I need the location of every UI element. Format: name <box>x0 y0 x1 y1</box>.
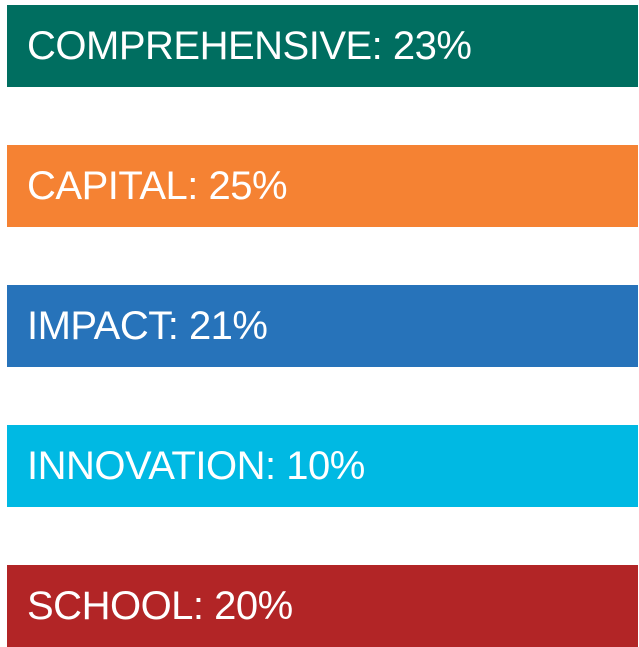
bar-label: INNOVATION: 10% <box>27 443 365 488</box>
bar-label: CAPITAL: 25% <box>27 163 288 208</box>
bar-label: COMPREHENSIVE: 23% <box>27 23 472 68</box>
category-bar: IMPACT: 21% <box>7 285 638 367</box>
bar-label: SCHOOL: 20% <box>27 583 293 628</box>
category-bar: CAPITAL: 25% <box>7 145 638 227</box>
bar-label: IMPACT: 21% <box>27 303 268 348</box>
category-bar: INNOVATION: 10% <box>7 425 638 507</box>
category-bar: SCHOOL: 20% <box>7 565 638 647</box>
category-bar: COMPREHENSIVE: 23% <box>7 5 638 87</box>
